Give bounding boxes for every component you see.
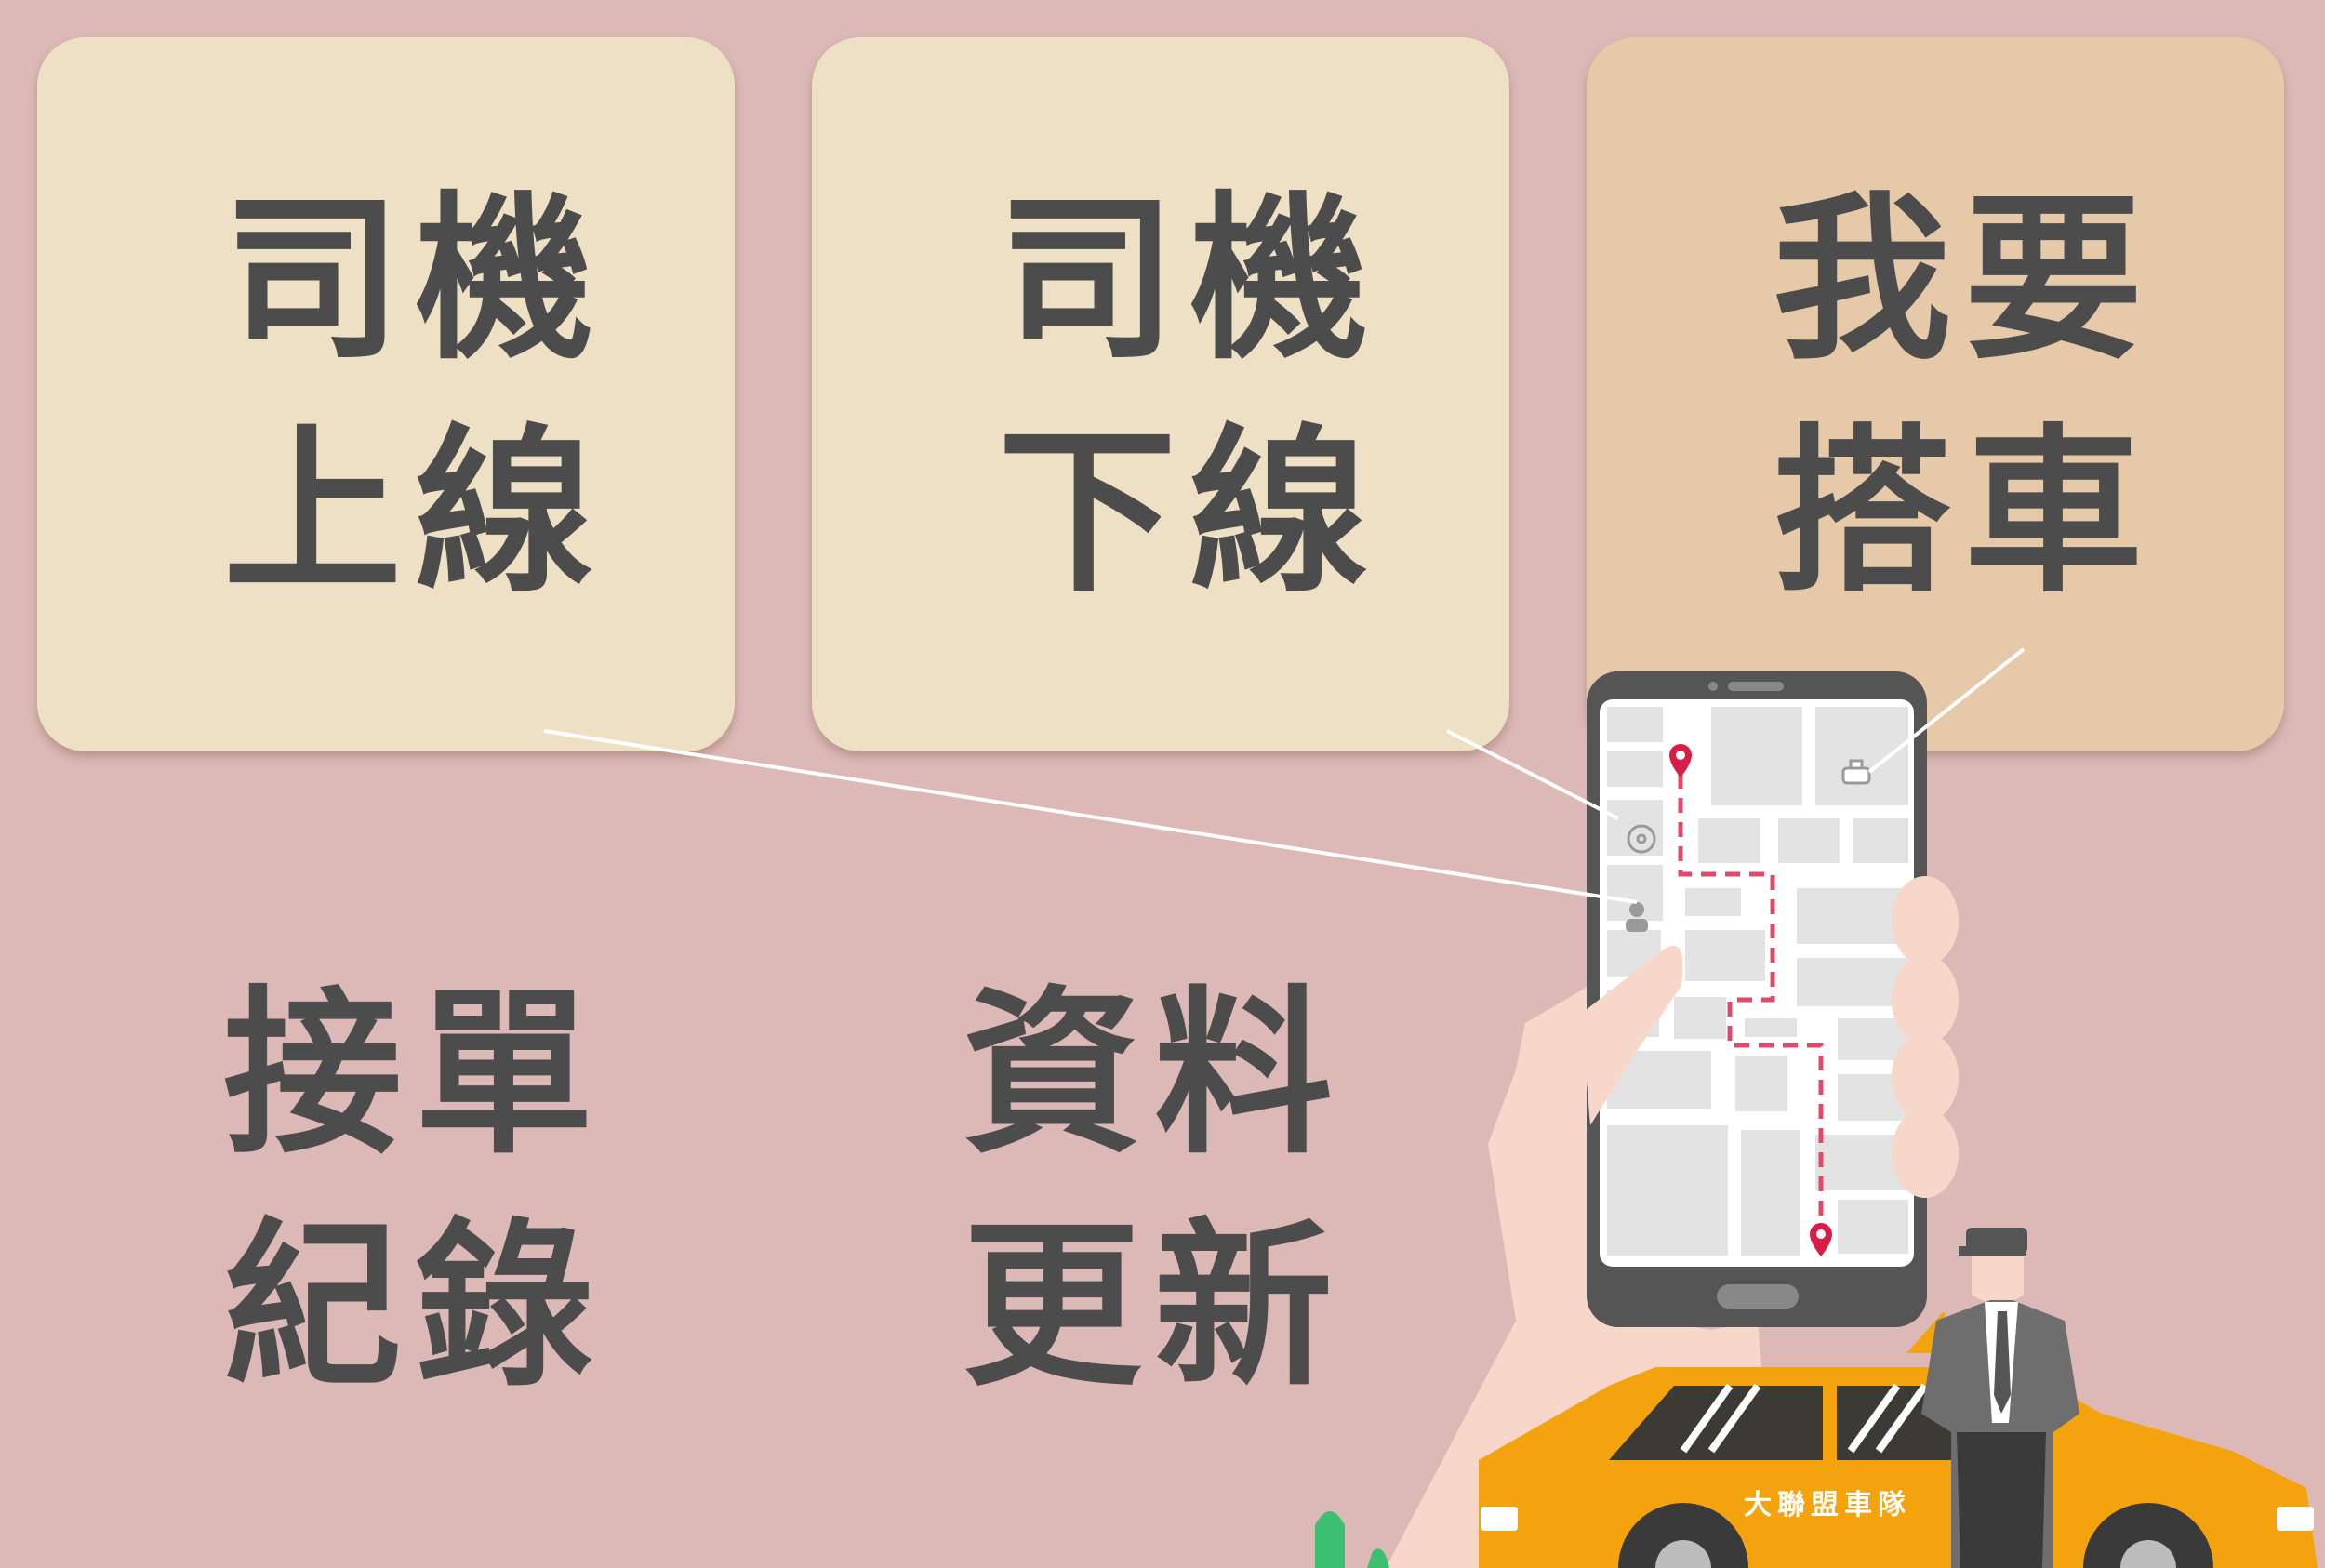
connector-line <box>543 729 1638 904</box>
connector-line <box>1446 729 1619 820</box>
label-line: 司機 <box>223 175 606 384</box>
taxi-car: 大聯盟車隊 <box>1479 1311 2318 1568</box>
route-line <box>1678 774 1824 1228</box>
label-line: 接單 <box>223 969 606 1178</box>
label-line: 紀錄 <box>223 1202 606 1411</box>
driver-figure <box>1921 1228 2079 1568</box>
driver-online-label: 司機 上線 <box>223 164 606 629</box>
label-line: 搭車 <box>1773 407 2156 617</box>
driver-icon <box>1626 902 1648 932</box>
order-history-button[interactable]: 接單 紀錄 <box>223 958 606 1423</box>
plant <box>1315 1511 1345 1568</box>
label-line: 資料 <box>963 969 1346 1178</box>
label-line: 我要 <box>1773 175 2156 384</box>
label-line: 下線 <box>998 407 1381 617</box>
map-pin-icon <box>1810 1223 1832 1256</box>
taxi-door-text: 大聯盟車隊 <box>1744 1489 1911 1521</box>
driver-offline-button[interactable] <box>812 37 1509 751</box>
label-line: 更新 <box>963 1202 1346 1411</box>
connector-line <box>1867 647 2026 774</box>
driver-online-button[interactable] <box>37 37 735 751</box>
phone-home-button <box>1717 1284 1799 1309</box>
ride-request-label: 我要 搭車 <box>1773 164 2156 629</box>
hand <box>1892 876 1959 1198</box>
taxi-icon <box>1841 759 1871 785</box>
steering-wheel-icon <box>1627 824 1656 854</box>
map-pin-icon <box>1669 744 1692 777</box>
ride-request-button[interactable] <box>1587 37 2284 751</box>
profile-update-button[interactable]: 資料 更新 <box>963 958 1346 1423</box>
label-line: 上線 <box>223 407 606 617</box>
driver-offline-label: 司機 下線 <box>998 164 1381 629</box>
map <box>1607 707 1908 1256</box>
label-line: 司機 <box>998 175 1381 384</box>
